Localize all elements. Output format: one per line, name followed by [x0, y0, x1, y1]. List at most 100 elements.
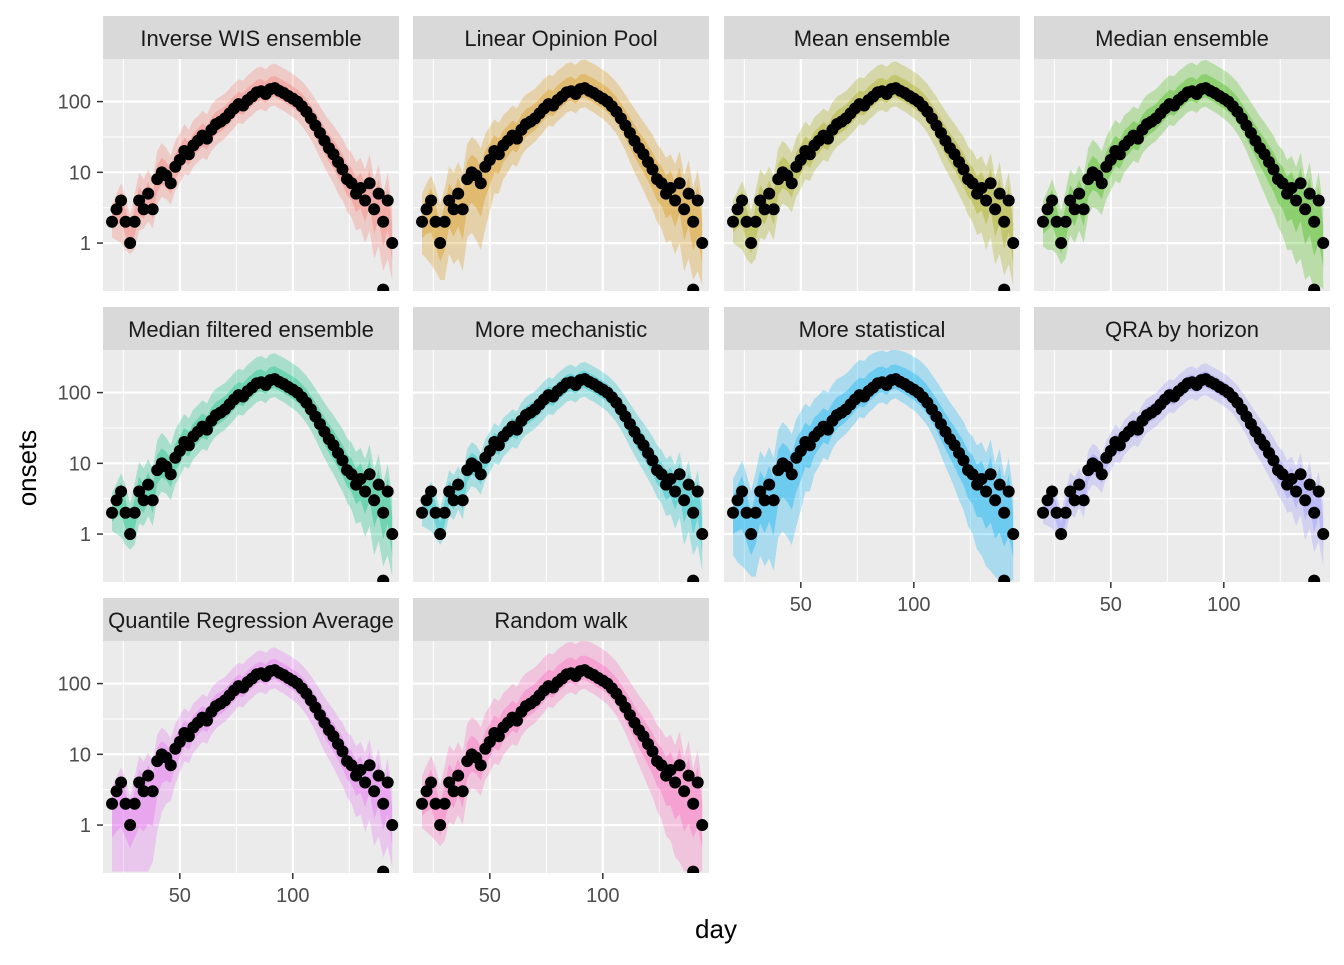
observed-point	[372, 478, 385, 491]
observed-point	[377, 797, 390, 810]
observed-point	[110, 494, 123, 507]
y-tick-label: 1	[80, 815, 91, 837]
facet-strip	[724, 307, 1020, 350]
observed-point	[727, 506, 740, 519]
observed-point	[1290, 194, 1303, 207]
facet-strip	[1034, 16, 1330, 59]
panel-content	[1037, 59, 1330, 291]
observed-point	[345, 759, 358, 772]
observed-point	[1068, 494, 1081, 507]
observed-point	[1037, 215, 1050, 228]
observed-point	[664, 764, 677, 777]
facet-panel: Mean ensemble	[724, 16, 1020, 291]
observed-point	[984, 177, 997, 190]
observed-point	[687, 215, 700, 228]
observed-point	[957, 454, 970, 467]
forecast-band-inner	[1043, 371, 1324, 551]
observed-point	[754, 194, 767, 207]
observed-point	[173, 444, 186, 457]
observed-point	[678, 785, 691, 798]
observed-point	[429, 797, 442, 810]
observed-point	[200, 132, 213, 145]
observed-point	[993, 478, 1006, 491]
observed-point	[377, 283, 390, 291]
observed-point	[1046, 485, 1059, 498]
observed-point	[669, 194, 682, 207]
observed-point	[1002, 194, 1015, 207]
forecast-band-inner	[112, 658, 393, 849]
observed-point	[763, 187, 776, 200]
observed-point	[1077, 494, 1090, 507]
observed-point	[682, 187, 695, 200]
observed-point	[443, 776, 456, 789]
observed-point	[106, 506, 119, 519]
x-tick-label: 100	[276, 885, 309, 907]
observed-point	[381, 776, 394, 789]
observed-point	[434, 528, 447, 541]
observed-point	[803, 439, 816, 452]
observed-point	[110, 203, 123, 216]
observed-point	[1055, 237, 1068, 250]
observed-point	[142, 478, 155, 491]
facet-strip	[724, 16, 1020, 59]
forecast-band-inner	[422, 655, 703, 849]
observed-point	[381, 194, 394, 207]
observed-point	[1050, 506, 1063, 519]
observed-point	[447, 494, 460, 507]
observed-point	[1131, 423, 1144, 436]
observed-point	[1299, 203, 1312, 216]
observed-point	[1041, 203, 1054, 216]
observed-point	[646, 163, 659, 176]
facet-title: Quantile Regression Average	[108, 608, 394, 633]
observed-point	[1312, 194, 1325, 207]
y-tick-label: 10	[69, 453, 91, 475]
facet-panel: Inverse WIS ensemble 1 10 100	[58, 16, 399, 291]
observed-point	[456, 785, 469, 798]
facet-title: Inverse WIS ensemble	[140, 26, 361, 51]
y-tick-label: 10	[69, 744, 91, 766]
facet-panels: Inverse WIS ensemble 1 10 100 Linear Opinion…	[58, 16, 1330, 907]
observed-point	[1267, 454, 1280, 467]
observed-point	[655, 759, 668, 772]
observed-point	[200, 423, 213, 436]
observed-point	[673, 177, 686, 190]
observed-point	[142, 187, 155, 200]
observed-point	[492, 730, 505, 743]
observed-point	[124, 237, 137, 250]
observed-point	[1290, 485, 1303, 498]
observed-point	[998, 215, 1011, 228]
observed-point	[731, 203, 744, 216]
observed-point	[1104, 153, 1117, 166]
panel-content	[1037, 363, 1330, 582]
observed-point	[438, 215, 451, 228]
forecast-band-inner	[1043, 73, 1324, 267]
observed-point	[1285, 182, 1298, 195]
observed-point	[980, 485, 993, 498]
observed-point	[673, 759, 686, 772]
observed-point	[354, 473, 367, 486]
observed-point	[1050, 215, 1063, 228]
observed-point	[137, 785, 150, 798]
observed-point	[1303, 187, 1316, 200]
forecast-band-outer	[112, 647, 393, 872]
observed-point	[966, 177, 979, 190]
panel-content	[416, 361, 709, 582]
observed-point	[1308, 215, 1321, 228]
forecast-band-outer	[422, 641, 703, 872]
observed-point	[115, 194, 128, 207]
panel-content	[727, 350, 1020, 582]
facet-title: Linear Opinion Pool	[464, 26, 657, 51]
forecast-band-outer	[1043, 59, 1324, 290]
observed-point	[146, 203, 159, 216]
observed-point	[416, 215, 429, 228]
observed-point	[1294, 468, 1307, 481]
x-tick-label: 100	[1207, 594, 1240, 616]
observed-point	[1073, 187, 1086, 200]
observed-point	[673, 468, 686, 481]
observed-point	[420, 494, 433, 507]
panel-content	[416, 59, 709, 291]
observed-point	[368, 203, 381, 216]
observed-point	[492, 439, 505, 452]
